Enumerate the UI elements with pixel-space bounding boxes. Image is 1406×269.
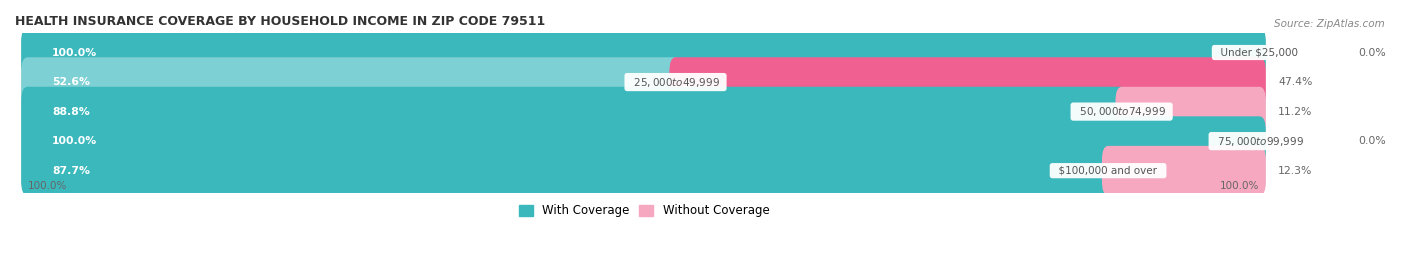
Text: 100.0%: 100.0% xyxy=(52,48,97,58)
FancyBboxPatch shape xyxy=(27,99,1260,125)
FancyBboxPatch shape xyxy=(21,116,1265,166)
Text: 52.6%: 52.6% xyxy=(52,77,90,87)
FancyBboxPatch shape xyxy=(21,146,1265,196)
Text: 100.0%: 100.0% xyxy=(52,136,97,146)
FancyBboxPatch shape xyxy=(21,28,1265,77)
Text: 0.0%: 0.0% xyxy=(1358,48,1386,58)
FancyBboxPatch shape xyxy=(21,87,1265,136)
Text: 88.8%: 88.8% xyxy=(52,107,90,116)
FancyBboxPatch shape xyxy=(27,128,1260,154)
Text: Source: ZipAtlas.com: Source: ZipAtlas.com xyxy=(1274,19,1385,29)
Text: 100.0%: 100.0% xyxy=(27,181,66,191)
FancyBboxPatch shape xyxy=(21,57,682,107)
Text: 11.2%: 11.2% xyxy=(1278,107,1313,116)
Text: 87.7%: 87.7% xyxy=(52,166,90,176)
Text: 12.3%: 12.3% xyxy=(1278,166,1313,176)
FancyBboxPatch shape xyxy=(669,57,1265,107)
FancyBboxPatch shape xyxy=(27,69,1260,95)
Text: $50,000 to $74,999: $50,000 to $74,999 xyxy=(1073,105,1170,118)
FancyBboxPatch shape xyxy=(21,116,1265,166)
FancyBboxPatch shape xyxy=(27,40,1260,66)
FancyBboxPatch shape xyxy=(1115,87,1265,136)
FancyBboxPatch shape xyxy=(21,57,1265,107)
FancyBboxPatch shape xyxy=(21,146,1114,196)
Text: $100,000 and over: $100,000 and over xyxy=(1052,166,1164,176)
Text: 0.0%: 0.0% xyxy=(1358,136,1386,146)
Text: 100.0%: 100.0% xyxy=(1220,181,1260,191)
Text: $75,000 to $99,999: $75,000 to $99,999 xyxy=(1211,134,1308,148)
FancyBboxPatch shape xyxy=(1102,146,1265,196)
FancyBboxPatch shape xyxy=(21,87,1128,136)
Text: 47.4%: 47.4% xyxy=(1278,77,1313,87)
Legend: With Coverage, Without Coverage: With Coverage, Without Coverage xyxy=(515,200,775,222)
Text: HEALTH INSURANCE COVERAGE BY HOUSEHOLD INCOME IN ZIP CODE 79511: HEALTH INSURANCE COVERAGE BY HOUSEHOLD I… xyxy=(15,15,546,28)
Text: $25,000 to $49,999: $25,000 to $49,999 xyxy=(627,76,724,89)
Text: Under $25,000: Under $25,000 xyxy=(1215,48,1305,58)
FancyBboxPatch shape xyxy=(21,28,1265,77)
FancyBboxPatch shape xyxy=(27,158,1260,184)
